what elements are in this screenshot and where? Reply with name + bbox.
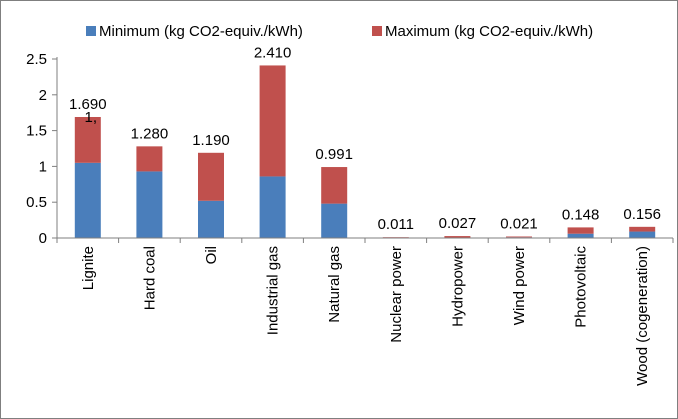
bar-minimum	[198, 200, 224, 238]
bar-maximum	[321, 167, 348, 204]
bar-maximum	[198, 152, 224, 201]
legend-label-maximum: Maximum (kg CO2-equiv./kWh)	[385, 23, 593, 40]
y-tick-label: 0	[39, 230, 47, 247]
y-tick-label: 1.5	[26, 123, 47, 140]
bar-maximum	[629, 226, 656, 232]
y-tick-label: 0.5	[26, 194, 47, 211]
legend-label-minimum: Minimum (kg CO2-equiv./kWh)	[99, 23, 303, 40]
bar-maximum	[506, 236, 532, 238]
x-axis: Lignite Hard coal Oil Industrial gas Natural…	[56, 237, 674, 386]
category-label: Lignite	[80, 246, 97, 290]
bar-maximum	[567, 227, 594, 234]
data-label: 0.156	[623, 206, 661, 223]
bar-minimum	[321, 203, 348, 238]
bar-minimum	[259, 176, 286, 238]
bar-maximum	[74, 116, 101, 163]
category-label: Wood (cogeneration)	[634, 246, 651, 386]
y-tick-label: 1	[39, 158, 47, 175]
data-labels: 1.690 1.280 1.190 2.410 0.991 0.011 0.027 0.021…	[69, 44, 661, 233]
category-label: Natural gas	[326, 246, 343, 323]
stray-label: 1,	[85, 109, 98, 126]
data-label: 2.410	[254, 44, 292, 61]
data-label: 0.011	[378, 216, 414, 233]
legend: Minimum (kg CO2-equiv./kWh) Maximum (kg …	[86, 23, 593, 40]
data-label: 1.280	[131, 125, 169, 142]
category-label: Hydropower	[449, 246, 466, 327]
category-label: Wind power	[511, 246, 528, 325]
y-axis: 0 0.5 1 1.5 2 2.5	[26, 51, 58, 247]
data-label: 1.690	[69, 96, 107, 113]
data-label: 0.021	[500, 215, 538, 232]
bar-maximum	[259, 65, 286, 177]
bar-minimum	[629, 231, 656, 238]
category-label: Hard coal	[141, 246, 158, 310]
data-label: 1.190	[192, 132, 230, 149]
data-label: 0.148	[562, 206, 600, 223]
bars	[74, 65, 656, 239]
bar-minimum	[567, 233, 594, 238]
bar-maximum	[444, 236, 471, 238]
category-label: Photovoltaic	[573, 246, 590, 328]
category-label: Nuclear power	[388, 246, 405, 343]
y-tick-label: 2	[39, 87, 47, 104]
data-label: 0.027	[439, 215, 477, 232]
bar-minimum	[136, 171, 163, 238]
data-label: 0.991	[315, 146, 353, 163]
category-label: Industrial gas	[265, 246, 282, 335]
legend-swatch-maximum	[372, 26, 382, 36]
y-tick-label: 2.5	[26, 51, 47, 68]
bar-minimum	[74, 162, 101, 238]
bar-maximum	[136, 146, 163, 172]
category-label: Oil	[203, 246, 220, 264]
legend-swatch-minimum	[86, 26, 96, 36]
